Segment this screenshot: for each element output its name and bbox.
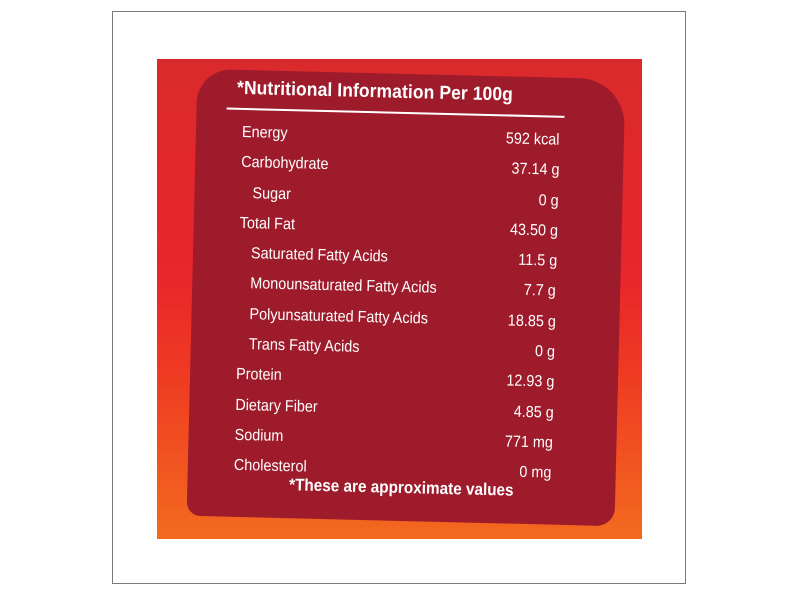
nutrient-name: Trans Fatty Acids (248, 336, 360, 356)
nutrient-name: Protein (235, 366, 282, 385)
nutrient-value: 0 g (538, 191, 559, 210)
nutrient-value: 4.85 g (512, 403, 554, 422)
nutrient-value: 43.50 g (509, 221, 558, 240)
nutrient-name: Total Fat (239, 214, 296, 234)
nutrient-name: Sodium (234, 426, 284, 446)
label-background: *Nutritional Information Per 100g Energy… (157, 59, 642, 539)
nutrient-name: Dietary Fiber (235, 396, 318, 416)
nutrient-name: Monounsaturated Fatty Acids (250, 275, 437, 298)
nutrient-name: Saturated Fatty Acids (250, 245, 389, 266)
nutrition-card: *Nutritional Information Per 100g Energy… (186, 68, 626, 527)
nutrient-value: 0 g (534, 343, 555, 361)
nutrient-name: Polyunsaturated Fatty Acids (249, 305, 429, 328)
title-divider (226, 107, 565, 118)
nutrient-value: 592 kcal (506, 130, 561, 149)
nutrient-value: 11.5 g (517, 251, 558, 270)
nutrition-table: Energy 592 kcal Carbohydrate 37.14 g Sug… (233, 118, 560, 489)
nutrient-name: Carbohydrate (241, 154, 329, 174)
nutrition-title: *Nutritional Information Per 100g (236, 77, 514, 106)
nutrient-name: Sugar (252, 184, 292, 203)
nutrient-value: 37.14 g (510, 160, 560, 179)
nutrient-value: 7.7 g (523, 282, 557, 301)
nutrient-value: 771 mg (504, 433, 553, 452)
nutrient-value: 18.85 g (507, 312, 556, 331)
nutrient-value: 12.93 g (505, 372, 555, 392)
nutrient-name: Energy (241, 123, 288, 143)
